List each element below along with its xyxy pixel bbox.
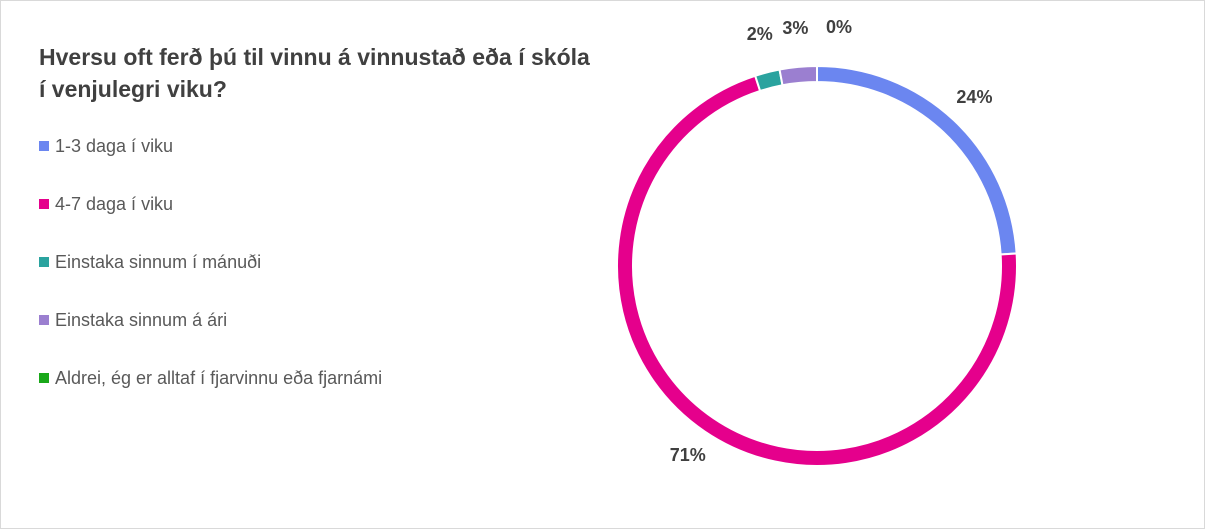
- legend: 1-3 daga í viku 4-7 daga í viku Einstaka s…: [39, 133, 399, 423]
- legend-item: Einstaka sinnum í mánuði: [39, 249, 399, 275]
- data-label: 24%: [956, 87, 992, 107]
- legend-swatch: [39, 257, 49, 267]
- donut-slice: [778, 64, 818, 87]
- legend-item: Aldrei, ég er alltaf í fjarvinnu eða fja…: [39, 365, 399, 391]
- legend-label: Einstaka sinnum í mánuði: [55, 252, 262, 272]
- legend-swatch: [39, 315, 49, 325]
- legend-swatch: [39, 141, 49, 151]
- data-label: 71%: [670, 445, 706, 465]
- legend-label: Einstaka sinnum á ári: [55, 310, 228, 330]
- data-label: 0%: [826, 17, 852, 37]
- donut-slice: [753, 68, 784, 93]
- chart-title: Hversu oft ferð þú til vinnu á vinnustað…: [39, 44, 590, 102]
- data-label: 2%: [747, 24, 773, 44]
- legend-item: 4-7 daga í viku: [39, 191, 399, 217]
- legend-swatch: [39, 373, 49, 383]
- legend-swatch: [39, 199, 49, 209]
- legend-label: 1-3 daga í viku: [55, 136, 174, 156]
- legend-label: 4-7 daga í viku: [55, 194, 174, 214]
- legend-item: 1-3 daga í viku: [39, 133, 399, 159]
- legend-label: Aldrei, ég er alltaf í fjarvinnu eða fja…: [55, 368, 383, 388]
- legend-item: Einstaka sinnum á ári: [39, 307, 399, 333]
- data-label: 3%: [782, 18, 808, 38]
